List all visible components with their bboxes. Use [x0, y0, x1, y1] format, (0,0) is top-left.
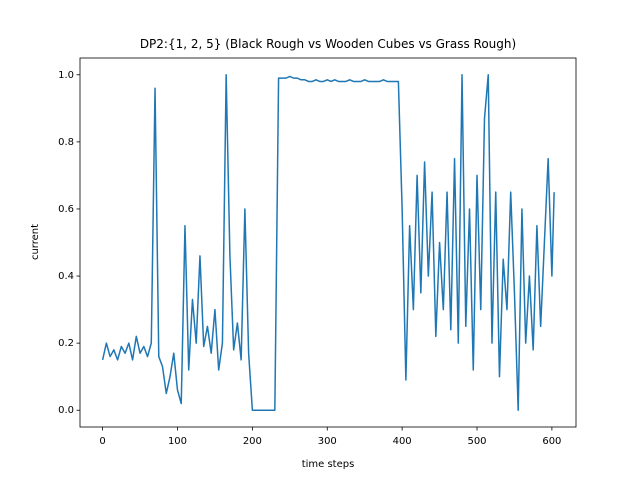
- y-tick-label: 1.0: [58, 70, 74, 81]
- y-tick-label: 0.0: [58, 405, 74, 416]
- y-tick-label: 0.6: [58, 204, 74, 215]
- x-axis-label: time steps: [302, 459, 355, 470]
- y-tick-label: 0.8: [58, 137, 74, 148]
- x-tick-label: 100: [168, 436, 187, 447]
- y-tick-label: 0.2: [58, 338, 74, 349]
- plot-frame: [79, 57, 577, 428]
- x-tick-label: 0: [99, 436, 105, 447]
- y-tick-label: 0.4: [58, 271, 74, 282]
- x-tick-label: 400: [393, 436, 412, 447]
- x-tick-label: 200: [243, 436, 262, 447]
- x-tick-label: 600: [542, 436, 561, 447]
- chart-title: DP2:{1, 2, 5} (Black Rough vs Wooden Cub…: [140, 37, 516, 51]
- x-tick-label: 300: [318, 436, 337, 447]
- data-line: [101, 74, 555, 411]
- x-tick-label: 500: [467, 436, 486, 447]
- y-axis-label: current: [30, 224, 41, 260]
